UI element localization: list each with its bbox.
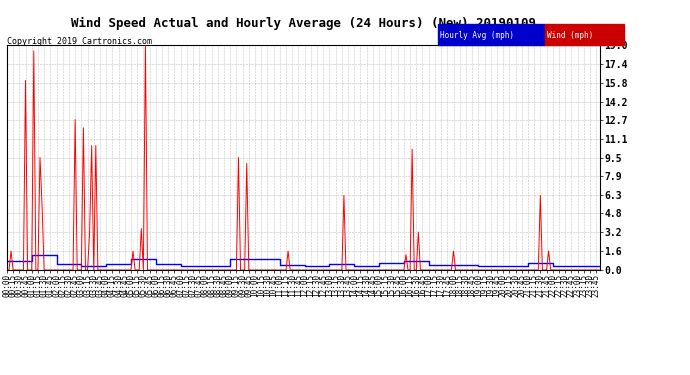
Text: Wind (mph): Wind (mph) bbox=[547, 32, 593, 40]
Text: Wind Speed Actual and Hourly Average (24 Hours) (New) 20190109: Wind Speed Actual and Hourly Average (24… bbox=[71, 17, 536, 30]
Text: Hourly Avg (mph): Hourly Avg (mph) bbox=[440, 32, 514, 40]
Text: Copyright 2019 Cartronics.com: Copyright 2019 Cartronics.com bbox=[7, 38, 152, 46]
